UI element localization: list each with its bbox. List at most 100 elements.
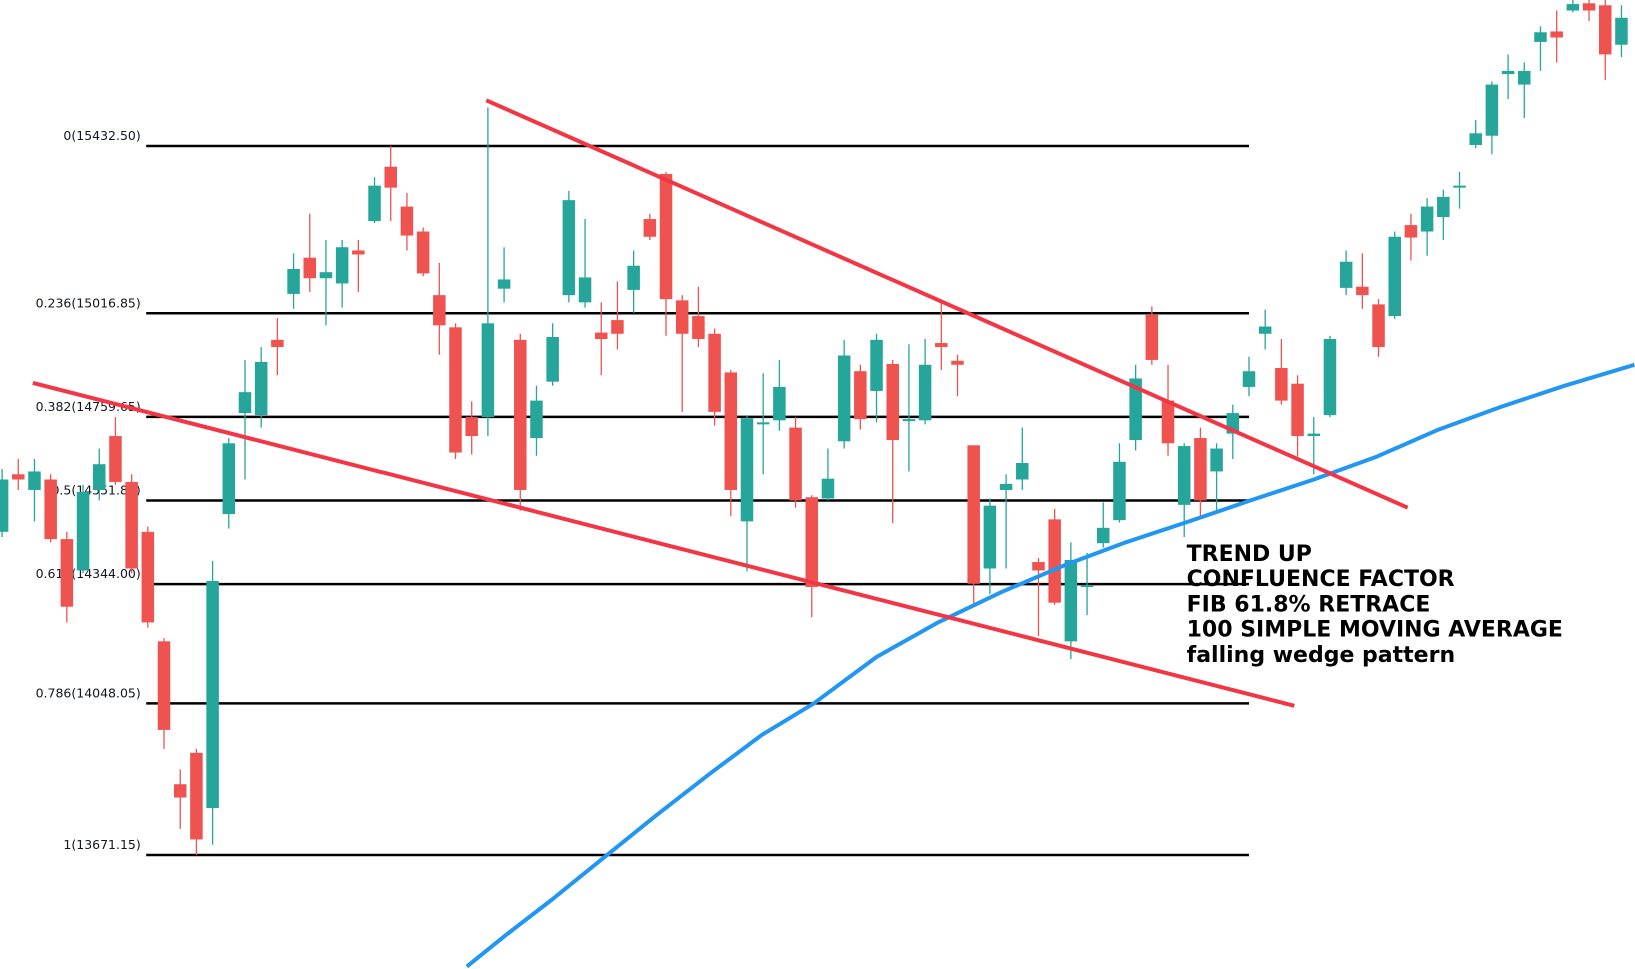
- candle-body: [1420, 206, 1434, 232]
- candle-body: [530, 400, 543, 439]
- candle-body: [983, 505, 997, 569]
- candle-body: [789, 427, 802, 501]
- candle-body: [287, 268, 300, 294]
- candle-body: [1534, 32, 1547, 42]
- candle-body: [1113, 461, 1126, 521]
- candle-body: [1096, 527, 1110, 544]
- annotation: TREND UP: [1187, 542, 1312, 567]
- annotation: CONFLUENCE FACTOR: [1187, 567, 1455, 592]
- candle-body: [773, 386, 786, 421]
- candle-body: [854, 371, 867, 420]
- candle-body: [1016, 463, 1029, 480]
- candle-body: [594, 332, 608, 340]
- candle-body: [60, 539, 74, 607]
- candle-body: [1501, 70, 1515, 75]
- candle-body: [1404, 225, 1418, 238]
- candle-body: [238, 392, 252, 414]
- candle-body: [465, 417, 478, 437]
- candle-body: [1615, 17, 1628, 45]
- fib-label: 0(15432.50): [63, 128, 140, 143]
- candle-body: [935, 343, 948, 348]
- candle-body: [1242, 371, 1256, 387]
- candle-body: [303, 257, 317, 279]
- candle-body: [870, 339, 883, 391]
- candle-body: [967, 445, 980, 584]
- candle-body: [1388, 236, 1401, 317]
- annotation: falling wedge pattern: [1187, 643, 1456, 668]
- candle-body: [1194, 438, 1207, 501]
- candle-body: [821, 478, 835, 499]
- candle-body: [1469, 133, 1482, 145]
- candle-body: [12, 474, 25, 480]
- fib-label: 1(13671.15): [63, 837, 140, 852]
- candle-body: [368, 185, 381, 222]
- candle-body: [627, 265, 640, 290]
- candle-body: [918, 364, 932, 421]
- candle-body: [497, 279, 511, 289]
- trend-line: [32, 380, 1295, 708]
- candle-body: [1566, 4, 1580, 11]
- candle-body: [1550, 31, 1563, 38]
- candle-body: [611, 320, 624, 334]
- candle-body: [352, 250, 365, 255]
- candle-body: [1145, 314, 1159, 360]
- candle-body: [1048, 519, 1061, 603]
- candle-body: [400, 206, 414, 236]
- annotation: FIB 61.8% RETRACE: [1187, 592, 1431, 617]
- candle-body: [44, 479, 57, 540]
- candle-body: [1518, 70, 1531, 85]
- candle-body: [109, 436, 122, 482]
- candle-body: [805, 497, 819, 587]
- candle-body: [481, 323, 495, 418]
- candle-body: [384, 166, 397, 188]
- candle-body: [271, 339, 284, 348]
- candle-body: [1064, 560, 1078, 642]
- candle-body: [254, 361, 268, 416]
- candle-body: [157, 641, 171, 730]
- candle-body: [1291, 383, 1304, 437]
- candle-body: [1339, 261, 1353, 288]
- fib-label: 0.786(14048.05): [36, 685, 141, 700]
- candle-body: [514, 339, 527, 490]
- candle-body: [335, 247, 349, 284]
- candle-body: [92, 464, 106, 490]
- fib-label: 0.236(15016.85): [36, 295, 141, 310]
- candle-body: [1307, 433, 1321, 437]
- candle-body: [1453, 185, 1466, 188]
- candle-body: [173, 784, 187, 798]
- candle-body: [1275, 367, 1288, 401]
- candle-body: [449, 327, 462, 453]
- annotation: 100 SIMPLE MOVING AVERAGE: [1187, 618, 1563, 643]
- candle-body: [902, 419, 916, 422]
- candle-body: [1080, 584, 1094, 587]
- candle-body: [756, 422, 770, 425]
- candle-body: [659, 173, 673, 300]
- candle-body: [675, 300, 689, 334]
- candle-body: [416, 231, 430, 274]
- candle-body: [643, 219, 657, 237]
- candle-body: [28, 471, 41, 490]
- candle-body: [1356, 286, 1369, 296]
- fib-label: 0.5(14551.83): [51, 483, 140, 498]
- candle-body: [886, 363, 899, 441]
- candle-body: [1323, 339, 1337, 416]
- candle-body: [740, 418, 754, 522]
- candle-body: [1161, 400, 1175, 444]
- candle-body: [76, 491, 90, 571]
- candle-body: [951, 360, 964, 365]
- candle-body: [190, 752, 203, 840]
- candle-body: [0, 479, 9, 532]
- candle-body: [433, 295, 446, 326]
- candle-body: [141, 531, 155, 623]
- candle-body: [1032, 562, 1045, 571]
- candle-body: [1437, 196, 1450, 218]
- moving-average: [465, 362, 1635, 969]
- candle-body: [1485, 84, 1499, 136]
- candle-body: [546, 337, 559, 382]
- trend-line: [485, 98, 1409, 510]
- candle-body: [578, 277, 592, 303]
- candle-body: [1598, 5, 1612, 55]
- candle-body: [222, 443, 236, 515]
- candle-body: [125, 481, 138, 569]
